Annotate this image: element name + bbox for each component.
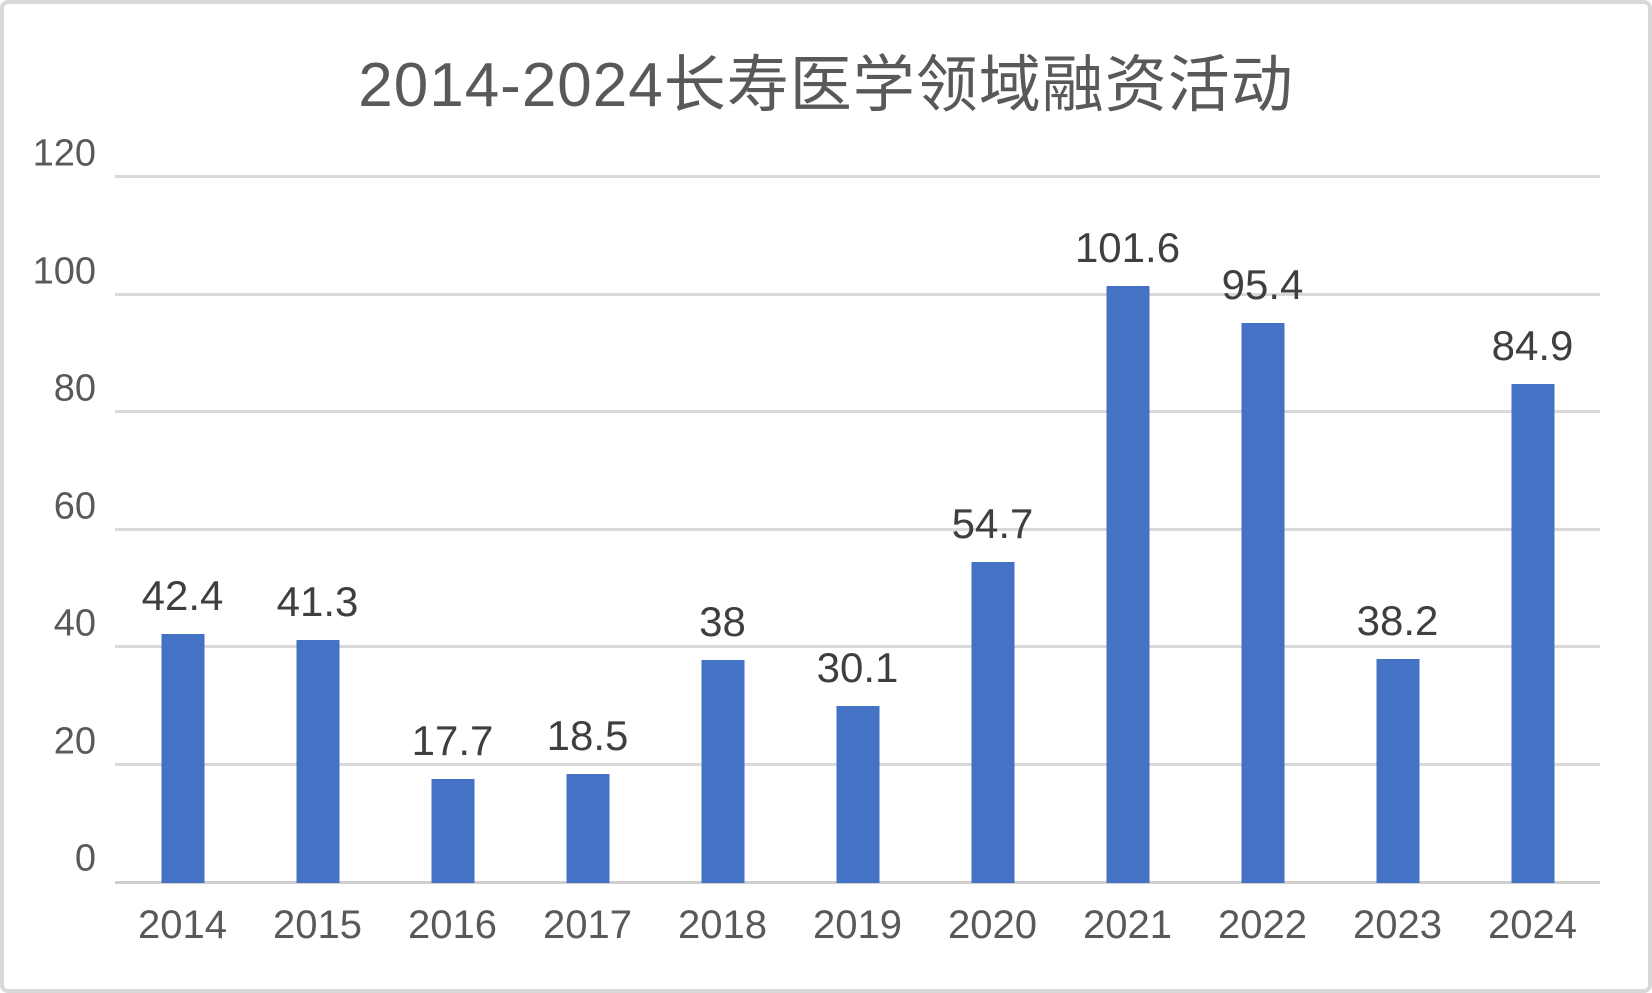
bar-2020 <box>971 561 1014 883</box>
data-label: 54.7 <box>951 499 1034 547</box>
y-tick-label: 120 <box>32 132 96 175</box>
data-label: 95.4 <box>1221 260 1304 308</box>
data-label: 41.3 <box>276 578 359 626</box>
y-tick-label: 100 <box>32 250 96 292</box>
x-tick-label-2024: 2024 <box>1488 903 1577 947</box>
x-tick-label-2020: 2020 <box>948 903 1037 947</box>
bar-column-2019: 30.1 <box>790 178 925 883</box>
data-label: 38.2 <box>1356 596 1439 644</box>
plot-area: 42.4 41.3 17.7 18.5 38 30.1 54.7 101.6 95.4 38.2 8… <box>115 175 1600 884</box>
bar-column-2014: 42.4 <box>115 178 250 883</box>
bar-column-2016: 17.7 <box>385 178 520 883</box>
y-tick-label: 40 <box>53 602 96 645</box>
bar-column-2022: 95.4 <box>1195 178 1330 883</box>
x-axis: 2014 2015 2016 2017 2018 2019 2020 2021 2022 2023… <box>115 903 1600 963</box>
x-tick-label-2016: 2016 <box>408 903 497 947</box>
bar-2014 <box>161 633 204 883</box>
bar-column-2021: 101.6 <box>1060 178 1195 883</box>
data-label: 30.1 <box>816 644 899 692</box>
bar-column-2024: 84.9 <box>1465 178 1600 883</box>
gridline-60 <box>115 527 1600 531</box>
bar-2023 <box>1376 658 1419 883</box>
bar-column-2020: 54.7 <box>925 178 1060 883</box>
bar-2016 <box>431 779 474 883</box>
gridline-120 <box>115 175 1600 178</box>
gridline-100 <box>115 292 1600 296</box>
y-tick-label: 60 <box>53 485 96 527</box>
bar-2019 <box>836 706 879 883</box>
x-tick-label-2015: 2015 <box>273 903 362 947</box>
bar-2017 <box>566 774 609 883</box>
chart-title: 2014-2024长寿医学领域融资活动 <box>358 51 1294 120</box>
x-tick-label-2023: 2023 <box>1353 903 1442 947</box>
x-tick-label-2019: 2019 <box>813 903 902 947</box>
data-label: 38 <box>699 597 746 645</box>
x-tick-label-2021: 2021 <box>1083 903 1172 947</box>
bar-column-2015: 41.3 <box>250 178 385 883</box>
data-label: 101.6 <box>1074 224 1181 272</box>
data-label: 84.9 <box>1491 322 1574 370</box>
gridline-40 <box>115 645 1600 648</box>
bar-2024 <box>1511 384 1554 883</box>
data-label: 17.7 <box>411 717 494 765</box>
x-tick-label-2017: 2017 <box>543 903 632 947</box>
gridline-80 <box>115 410 1600 413</box>
bar-2021 <box>1106 286 1149 883</box>
x-tick-label-2022: 2022 <box>1218 903 1307 947</box>
bar-column-2018: 38 <box>655 178 790 883</box>
data-label: 42.4 <box>141 571 224 619</box>
data-label: 18.5 <box>546 712 629 760</box>
y-axis: 0 20 40 60 80 100 120 <box>4 133 96 883</box>
bar-2018 <box>701 659 744 883</box>
bar-series: 42.4 41.3 17.7 18.5 38 30.1 54.7 101.6 95.4 38.2 8… <box>115 178 1600 883</box>
bar-column-2023: 38.2 <box>1330 178 1465 883</box>
y-tick-label: 80 <box>53 367 96 410</box>
x-tick-label-2018: 2018 <box>678 903 767 947</box>
x-tick-label-2014: 2014 <box>138 903 227 947</box>
bar-2015 <box>296 640 339 883</box>
bar-column-2017: 18.5 <box>520 178 655 883</box>
bar-2022 <box>1241 322 1284 883</box>
y-tick-label: 20 <box>53 720 96 763</box>
y-tick-label: 0 <box>74 837 96 880</box>
